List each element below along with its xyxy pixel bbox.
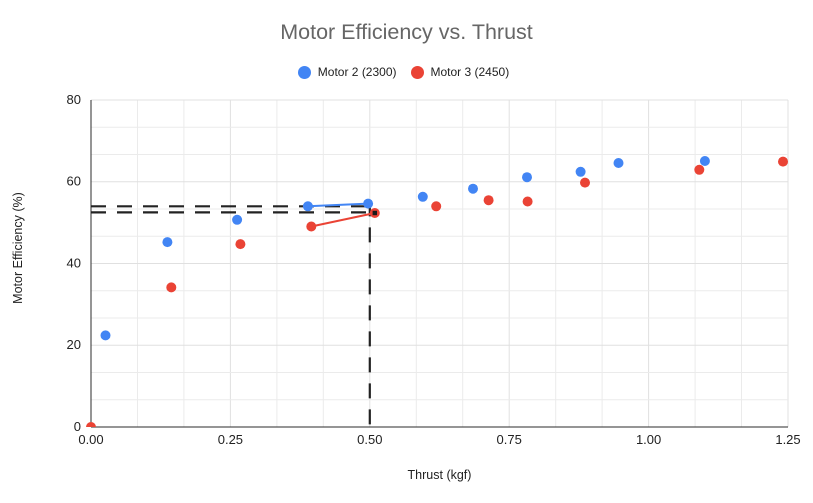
svg-text:20: 20 (67, 337, 81, 352)
svg-text:0.75: 0.75 (497, 432, 522, 447)
svg-text:0.50: 0.50 (357, 432, 382, 447)
svg-text:1.25: 1.25 (775, 432, 800, 447)
svg-text:60: 60 (67, 174, 81, 189)
svg-text:0.00: 0.00 (78, 432, 103, 447)
svg-text:0.25: 0.25 (218, 432, 243, 447)
svg-text:40: 40 (67, 256, 81, 271)
svg-text:80: 80 (67, 92, 81, 107)
svg-text:1.00: 1.00 (636, 432, 661, 447)
